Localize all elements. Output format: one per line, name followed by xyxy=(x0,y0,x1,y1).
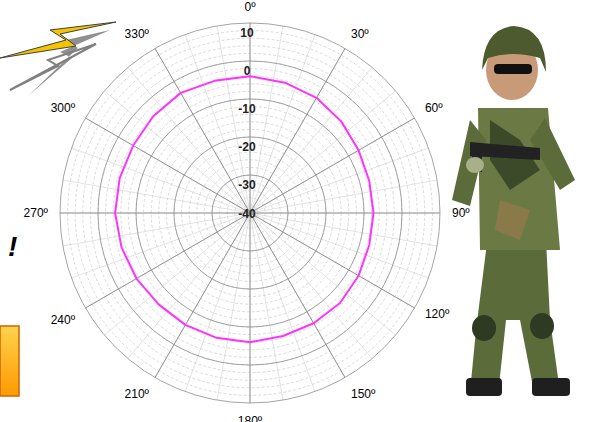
minor-spoke xyxy=(85,118,250,213)
minor-spoke xyxy=(104,91,250,213)
pattern-line xyxy=(115,76,373,342)
angle-label: 300º xyxy=(51,101,76,115)
minor-spoke xyxy=(250,213,440,214)
angle-label: 330º xyxy=(125,27,150,41)
minor-spoke xyxy=(250,67,372,213)
spoke xyxy=(250,213,415,308)
angle-label: 120º xyxy=(425,307,450,321)
spoke xyxy=(85,118,250,213)
boot xyxy=(466,378,502,396)
minor-spoke xyxy=(60,213,250,214)
bolt-streak xyxy=(10,44,96,90)
data-group xyxy=(115,76,373,342)
ring xyxy=(60,23,440,403)
labels: -40 -30 -20 -10 0 10 0º 30º 60º 90º 120º 150º 180º 21… xyxy=(24,0,471,422)
r-tick-label: -40 xyxy=(238,207,256,221)
spoke xyxy=(250,48,345,213)
minor-spoke xyxy=(250,213,251,403)
spoke xyxy=(60,213,250,214)
spoke xyxy=(155,213,250,378)
minor-spoke xyxy=(250,213,372,359)
r-tick-label: -20 xyxy=(238,140,256,154)
angle-label: 90º xyxy=(452,206,470,220)
camo xyxy=(495,200,530,240)
glove xyxy=(466,157,484,173)
chart-root: -40 -30 -20 -10 0 10 0º 30º 60º 90º 120º 150º 180º 21… xyxy=(0,0,590,422)
kneepad xyxy=(530,313,554,339)
angle-label: 30º xyxy=(351,27,369,41)
goggles xyxy=(494,64,532,74)
minor-spoke xyxy=(250,213,415,308)
arm xyxy=(452,120,486,206)
spoke xyxy=(155,48,250,213)
minor-spoke xyxy=(250,48,345,213)
kneepad xyxy=(472,315,496,341)
angle-label: 270º xyxy=(24,206,49,220)
angle-label: 150º xyxy=(351,387,376,401)
spoke xyxy=(250,118,415,213)
spoke xyxy=(85,213,250,308)
angle-label: 60º xyxy=(425,101,443,115)
minor-spoke xyxy=(250,91,396,213)
legs xyxy=(470,235,560,395)
minor-spoke xyxy=(104,213,250,335)
bolt-shadow xyxy=(28,30,110,96)
angle-label: 180º xyxy=(238,414,263,422)
soldier xyxy=(452,26,575,396)
bolt xyxy=(0,22,116,58)
spoke xyxy=(250,213,251,403)
chart-svg: -40 -30 -20 -10 0 10 0º 30º 60º 90º 120º 150º 180º 21… xyxy=(0,0,590,422)
minor-spoke xyxy=(155,213,250,378)
grid xyxy=(60,23,440,403)
angle-label: 210º xyxy=(125,387,150,401)
r-tick-label: 0 xyxy=(244,64,251,78)
r-tick-label: 10 xyxy=(240,26,254,40)
orange-box xyxy=(0,326,19,396)
minor-spoke xyxy=(128,213,250,359)
spoke xyxy=(250,213,440,214)
boot xyxy=(532,378,570,396)
r-tick-label: -10 xyxy=(238,102,256,116)
spoke xyxy=(250,213,345,378)
annotation: ! xyxy=(8,231,17,262)
angle-label: 240º xyxy=(51,313,76,327)
r-tick-label: -30 xyxy=(238,178,256,192)
angle-label: 0º xyxy=(244,0,256,14)
decoration xyxy=(0,22,116,96)
